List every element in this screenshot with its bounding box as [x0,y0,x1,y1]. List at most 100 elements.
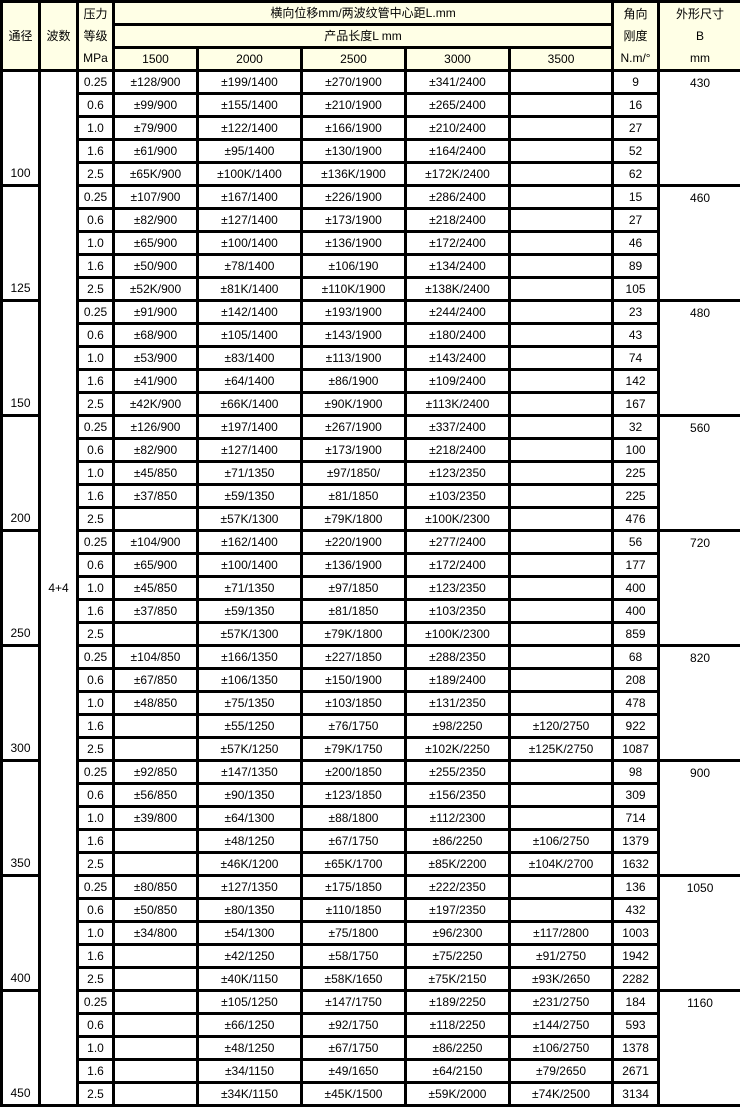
disp-1500-cell: ±61/900 [112,138,199,164]
stiffness-cell: 167 [611,391,661,417]
disp-3500-cell [507,575,615,601]
disp-2500-cell: ±75/1800 [300,920,407,946]
disp-3000-cell: ±143/2400 [404,345,511,371]
disp-3000-cell: ±337/2400 [404,414,511,440]
disp-1500-cell: ±99/900 [112,92,199,118]
size-b-cell: 820 [657,644,740,762]
stiffness-cell: 9 [611,69,661,95]
table-row: 0.6 ±67/850 ±106/1350 ±150/1900 ±189/2400 208 [2,667,740,693]
disp-2000-cell: ±197/1400 [196,414,303,440]
disp-3000-cell: ±118/2250 [404,1012,511,1038]
stiffness-cell: 400 [611,575,661,601]
table-row: 1.6 ±55/1250 ±76/1750 ±98/2250 ±120/2750 922 [2,713,740,739]
disp-3000-cell: ±96/2300 [404,920,511,946]
pressure-cell: 2.5 [76,851,115,877]
disp-1500-cell: ±65/900 [112,230,199,256]
disp-3500-cell [507,207,615,233]
table-row: 1.6 ±37/850 ±59/1350 ±81/1850 ±103/2350 400 [2,598,740,624]
table-header: 通径 波数 压力 等级 MPa 横向位移mm/两波纹管中心距L.mm 角向 刚度… [0,0,740,72]
disp-3000-cell: ±218/2400 [404,207,511,233]
pressure-cell: 1.0 [76,460,115,486]
table-row: 0.6 ±82/900 ±127/1400 ±173/1900 ±218/2400 100 [2,437,740,463]
table-body: 100 4+4 0.25 ±128/900 ±199/1400 ±270/1900 ±341… [0,69,740,1107]
disp-2500-cell: ±90K/1900 [300,391,407,417]
disp-3000-cell: ±85K/2200 [404,851,511,877]
pressure-cell: 1.6 [76,368,115,394]
stiffness-cell: 714 [611,805,661,831]
disp-3500-cell [507,598,615,624]
stiffness-cell: 142 [611,368,661,394]
stiffness-cell: 593 [611,1012,661,1038]
disp-2000-cell: ±127/1400 [196,207,303,233]
disp-2500-cell: ±67/1750 [300,1035,407,1061]
table-row: 1.6 ±34/1150 ±49/1650 ±64/2150 ±79/2650 2671 [2,1058,740,1084]
disp-2000-cell: ±57K/1300 [196,621,303,647]
disp-3500-cell [507,437,615,463]
table-row: 1.6 ±48/1250 ±67/1750 ±86/2250 ±106/2750 1379 [2,828,740,854]
disp-3500-cell [507,644,615,670]
disp-1500-cell: ±68/900 [112,322,199,348]
disp-2000-cell: ±59/1350 [196,483,303,509]
pressure-cell: 0.25 [76,184,115,210]
disp-2500-cell: ±97/1850/ [300,460,407,486]
pressure-cell: 1.6 [76,943,115,969]
table-row: 1.6 ±42/1250 ±58/1750 ±75/2250 ±91/2750 1942 [2,943,740,969]
table-row: 1.0 ±48/1250 ±67/1750 ±86/2250 ±106/2750 1378 [2,1035,740,1061]
disp-2000-cell: ±46K/1200 [196,851,303,877]
disp-3000-cell: ±100K/2300 [404,621,511,647]
disp-3000-cell: ±131/2350 [404,690,511,716]
pressure-cell: 1.6 [76,598,115,624]
disp-3000-cell: ±288/2350 [404,644,511,670]
stiffness-cell: 400 [611,598,661,624]
diameter-cell: 100 [0,69,41,187]
disp-1500-cell: ±45/850 [112,575,199,601]
pressure-cell: 1.0 [76,690,115,716]
disp-2000-cell: ±75/1350 [196,690,303,716]
disp-2000-cell: ±34/1150 [196,1058,303,1084]
disp-3000-cell: ±172/2400 [404,552,511,578]
size-b-cell: 430 [657,69,740,187]
disp-3500-cell: ±231/2750 [507,989,615,1015]
disp-2500-cell: ±220/1900 [300,529,407,555]
disp-3000-cell: ±86/2250 [404,1035,511,1061]
disp-1500-cell [112,943,199,969]
disp-1500-cell [112,1035,199,1061]
diameter-cell: 350 [0,759,41,877]
pressure-cell: 0.25 [76,644,115,670]
header-diameter: 通径 [0,0,41,72]
table-row: 1.6 ±37/850 ±59/1350 ±81/1850 ±103/2350 225 [2,483,740,509]
disp-1500-cell: ±126/900 [112,414,199,440]
pressure-cell: 0.25 [76,759,115,785]
disp-2000-cell: ±90/1350 [196,782,303,808]
disp-3500-cell: ±91/2750 [507,943,615,969]
disp-3000-cell: ±255/2350 [404,759,511,785]
disp-3500-cell [507,253,615,279]
disp-2000-cell: ±100/1400 [196,552,303,578]
disp-2000-cell: ±57K/1300 [196,506,303,532]
disp-3000-cell: ±64/2150 [404,1058,511,1084]
table-row: 1.6 ±61/900 ±95/1400 ±130/1900 ±164/2400 52 [2,138,740,164]
disp-3500-cell [507,460,615,486]
disp-2500-cell: ±166/1900 [300,115,407,141]
disp-3500-cell [507,805,615,831]
disp-1500-cell [112,966,199,992]
pressure-cell: 0.6 [76,437,115,463]
disp-2500-cell: ±147/1750 [300,989,407,1015]
pressure-cell: 1.0 [76,115,115,141]
disp-3500-cell [507,759,615,785]
header-size: 外形尺寸 B mm [657,0,740,72]
disp-3500-cell [507,322,615,348]
header-pressure: 压力 等级 MPa [76,0,115,72]
pressure-cell: 0.25 [76,989,115,1015]
header-length-2000: 2000 [196,46,303,72]
stiffness-cell: 43 [611,322,661,348]
disp-1500-cell: ±37/850 [112,598,199,624]
disp-2000-cell: ±147/1350 [196,759,303,785]
disp-3500-cell [507,92,615,118]
table-row: 300 0.25 ±104/850 ±166/1350 ±227/1850 ±288/23… [0,644,740,762]
disp-1500-cell: ±50/900 [112,253,199,279]
disp-2000-cell: ±155/1400 [196,92,303,118]
disp-3500-cell [507,874,615,900]
stiffness-cell: 177 [611,552,661,578]
size-b-cell: 1160 [657,989,740,1107]
